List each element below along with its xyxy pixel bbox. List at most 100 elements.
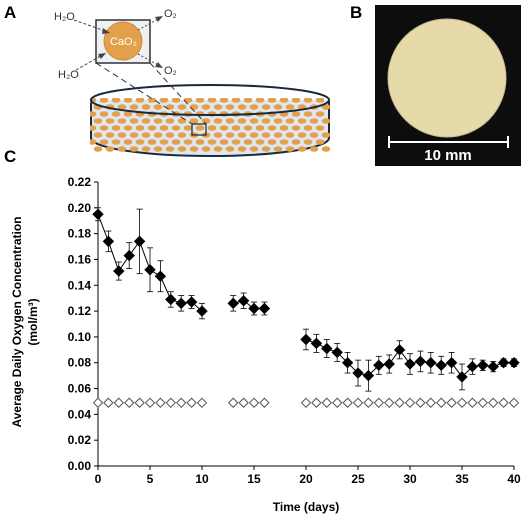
dish-particle	[261, 118, 271, 124]
data-point-open	[155, 397, 166, 408]
dish-particle	[195, 98, 205, 103]
dish-particle	[147, 125, 157, 131]
dish-particle	[189, 118, 199, 124]
y-tick-label: 0.20	[68, 201, 92, 215]
dish-particle	[267, 125, 277, 131]
dish-particle	[213, 132, 223, 138]
dish-particle	[171, 139, 181, 145]
chart-panel: 0.00 0.02 0.04 0.06 0.08 0.10 0.12 0.14 0.16 0.18…	[10, 175, 521, 514]
data-point-open	[227, 397, 239, 408]
dish-particle	[225, 132, 235, 138]
y-tick-label: 0.22	[68, 175, 92, 189]
dish-particle	[321, 132, 330, 138]
data-point-open	[383, 397, 395, 408]
dish-particle	[213, 146, 223, 152]
dish-particle	[291, 125, 301, 131]
data-point-filled	[456, 371, 468, 383]
dish-particle	[183, 125, 193, 131]
dish-particle	[207, 139, 217, 145]
dish-particle	[309, 132, 319, 138]
y-axis-label: Average Daily Oxygen Concentration	[10, 217, 24, 428]
data-point-open	[373, 397, 385, 408]
dish-particle	[171, 125, 181, 131]
data-point-open	[363, 397, 374, 408]
dish-particle	[309, 118, 319, 124]
dish-particle	[159, 98, 169, 103]
dish-particle	[111, 98, 121, 103]
arrow-head-icon	[102, 28, 110, 34]
dish-particle	[261, 146, 271, 152]
dish-particle	[249, 132, 259, 138]
dish-particle	[321, 146, 330, 152]
data-point-filled	[92, 208, 104, 220]
dish-particle	[225, 118, 235, 124]
dish-particle	[279, 125, 289, 131]
dish-particle	[129, 118, 139, 124]
dish-particle	[267, 98, 277, 103]
panel-label-c: C	[4, 147, 16, 166]
dish-particle	[195, 139, 205, 145]
dish-particle	[249, 118, 259, 124]
y-tick-label: 0.12	[68, 304, 92, 318]
dish-particle	[213, 104, 223, 110]
plot-series	[92, 207, 520, 408]
data-point-open	[92, 397, 104, 408]
dish-particle	[129, 132, 139, 138]
dish-particle	[93, 118, 103, 124]
y-tick-label: 0.06	[68, 382, 92, 396]
dish-particle	[321, 104, 330, 110]
data-point-open	[123, 397, 135, 408]
data-point-filled	[414, 355, 427, 368]
data-point-filled	[331, 346, 343, 359]
zoom-guide	[95, 62, 193, 125]
dish-particle	[141, 132, 151, 138]
dish-particle	[111, 139, 121, 145]
x-tick-label: 40	[507, 472, 521, 486]
dish-particle	[159, 125, 169, 131]
dish-particle	[183, 98, 193, 103]
dish-particle	[285, 118, 295, 124]
dish-particle	[201, 118, 211, 124]
schematic-panel: CaO₂ H₂O O₂ H₂O O₂	[54, 8, 330, 157]
data-point-open	[311, 397, 322, 408]
data-point-filled	[144, 264, 156, 276]
y-tick-label: 0.16	[68, 252, 92, 266]
x-tick-label: 5	[147, 472, 154, 486]
data-point-open	[342, 397, 353, 408]
dish-particle	[267, 139, 277, 145]
dish-particle	[165, 104, 175, 110]
dish-particle	[321, 118, 330, 124]
data-point-open	[103, 397, 114, 408]
data-point-filled	[352, 367, 364, 379]
dish-particle	[243, 139, 253, 145]
x-tick-label: 35	[455, 472, 469, 486]
dish-particle	[285, 146, 295, 152]
y-tick-label: 0.18	[68, 227, 92, 241]
dish-particle	[99, 125, 109, 131]
dish-particle	[237, 132, 247, 138]
data-point-open	[134, 397, 145, 408]
data-point-open	[259, 397, 270, 408]
arrow-icon	[137, 17, 161, 31]
data-point-open	[113, 397, 125, 408]
dish-particle	[171, 98, 181, 103]
dish-particle	[285, 104, 295, 110]
dish-particle	[279, 98, 289, 103]
data-point-filled	[175, 297, 187, 310]
data-point-filled	[445, 357, 458, 369]
dish-particle	[315, 139, 325, 145]
series-line	[233, 300, 265, 310]
data-point-filled	[435, 359, 447, 372]
panel-label-a: A	[4, 3, 16, 22]
o2-label-top: O₂	[164, 8, 177, 20]
h2o-label-bottom: H₂O	[58, 69, 79, 81]
data-point-filled	[393, 344, 406, 356]
data-point-open	[196, 397, 208, 408]
dish-particle	[213, 118, 223, 124]
dish-particle	[201, 104, 211, 110]
data-point-open	[467, 397, 478, 408]
x-tick-label: 30	[403, 472, 417, 486]
dish-particle	[165, 118, 175, 124]
data-point-open	[477, 397, 489, 408]
data-point-open	[144, 397, 156, 408]
